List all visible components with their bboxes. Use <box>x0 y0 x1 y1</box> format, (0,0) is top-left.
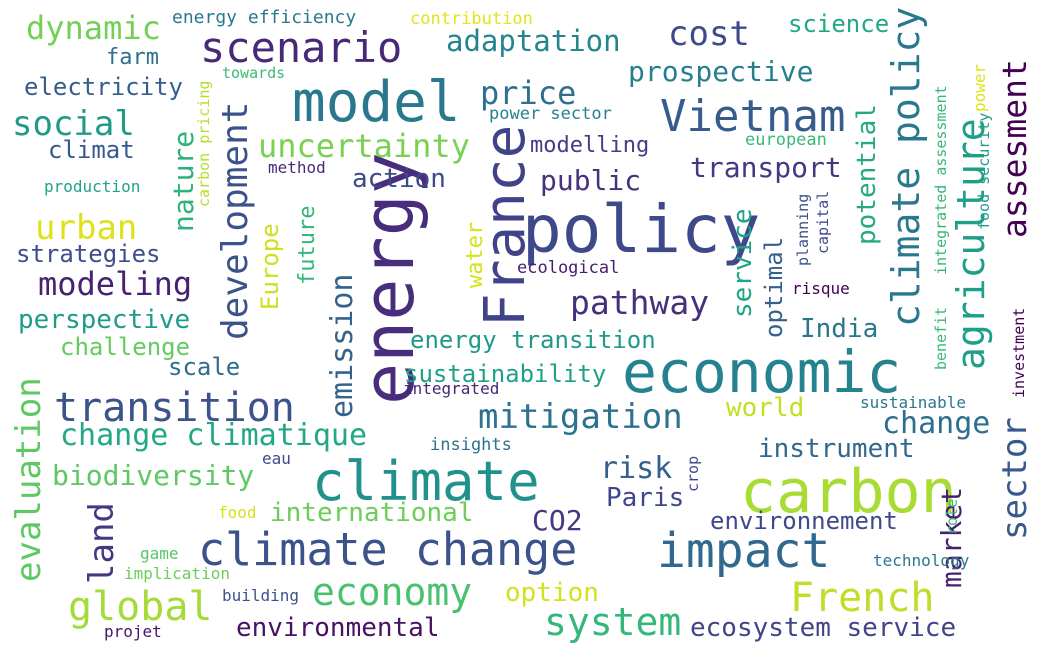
word-transport: transport <box>690 151 842 184</box>
word-development: development <box>215 101 256 340</box>
word-eau: eau <box>262 449 291 468</box>
word-energy-efficiency: energy efficiency <box>172 7 357 28</box>
word-benefit: benefit <box>932 306 950 370</box>
word-environmental: environmental <box>236 613 440 643</box>
word-projet: projet <box>104 622 162 641</box>
word-economy: economy <box>312 570 473 614</box>
word-challenge: challenge <box>60 333 191 361</box>
word-uncertainty: uncertainty <box>258 127 470 165</box>
word-planning: planning <box>794 193 812 266</box>
word-world: world <box>726 393 805 423</box>
word-french: French <box>790 575 935 621</box>
word-india: India <box>800 314 879 344</box>
word-assesment: assesment <box>995 59 1034 238</box>
word-sector: sector <box>995 417 1035 540</box>
word-vietnam: Vietnam <box>660 91 846 142</box>
word-production: production <box>44 177 141 196</box>
word-biodiversity: biodiversity <box>52 459 255 492</box>
word-impact: impact <box>657 523 831 579</box>
word-pathway: pathway <box>570 283 710 322</box>
word-building: building <box>222 586 300 605</box>
word-policy: policy <box>522 191 761 268</box>
word-farm: farm <box>106 45 159 70</box>
word-perspective: perspective <box>18 305 191 335</box>
word-paris: Paris <box>606 483 685 513</box>
word-change: change <box>882 406 991 441</box>
word-price: price <box>480 74 577 112</box>
word-emission: emission <box>325 273 360 419</box>
word-urban: urban <box>35 208 138 248</box>
word-potential: potential <box>852 104 882 245</box>
word-risque: risque <box>792 279 850 298</box>
word-role: role <box>943 498 961 535</box>
word-system: system <box>544 600 682 644</box>
word-science: science <box>788 10 890 38</box>
word-food-security: food security <box>975 112 993 230</box>
word-water: water <box>463 221 488 288</box>
word-economic: economic <box>622 338 902 406</box>
word-carbon: carbon <box>740 457 957 527</box>
word-climat: climat <box>48 136 135 164</box>
word-ecological: ecological <box>517 258 620 278</box>
word-cost: cost <box>668 14 750 54</box>
word-adaptation: adaptation <box>446 24 621 58</box>
word-land: land <box>82 502 122 584</box>
word-carbon-pricing: carbon pricing <box>195 80 213 207</box>
word-transition: transition <box>54 385 295 431</box>
word-change-climatique: change climatique <box>60 418 368 453</box>
word-public: public <box>540 164 642 197</box>
word-prospective: prospective <box>628 55 814 88</box>
word-crop: crop <box>684 455 702 492</box>
word-service: service <box>728 208 758 318</box>
word-climate-change: climate change <box>198 523 578 576</box>
word-sustainable: sustainable <box>860 393 966 412</box>
word-investment: investment <box>1010 307 1028 398</box>
word-future: future <box>295 205 320 285</box>
word-energy-transition: energy transition <box>410 326 656 354</box>
word-sustainability: sustainability <box>404 360 607 388</box>
word-electricity: electricity <box>24 73 183 101</box>
word-nature: nature <box>167 130 200 232</box>
word-risk: risk <box>600 451 673 486</box>
word-capital: capital <box>814 190 832 254</box>
word-power-sector: power sector <box>489 104 612 124</box>
word-action: action <box>352 164 446 194</box>
word-option: option <box>505 578 599 608</box>
word-power: power <box>970 63 989 112</box>
word-strategies: strategies <box>16 240 161 268</box>
word-scale: scale <box>168 353 241 381</box>
word-towards: towards <box>222 64 286 82</box>
word-food: food <box>218 503 257 522</box>
word-climate-policy: climate policy <box>884 6 928 327</box>
word-implication: implication <box>124 564 230 583</box>
word-ecosystem-service: ecosystem service <box>690 613 957 643</box>
word-europe: Europe <box>256 223 284 310</box>
word-environnement: environnement <box>710 507 898 535</box>
word-modeling: modeling <box>38 265 193 303</box>
word-social: social <box>12 104 135 144</box>
word-method: method <box>268 158 326 177</box>
word-technology: technology <box>873 551 970 570</box>
word-game: game <box>140 544 179 563</box>
word-insights: insights <box>430 435 512 455</box>
word-integrated: integrated <box>403 379 500 398</box>
word-scenario: scenario <box>200 23 403 72</box>
word-dynamic: dynamic <box>26 9 161 47</box>
word-optimal: optimal <box>760 236 788 338</box>
word-european: european <box>745 130 827 150</box>
word-integrated-assessment: integrated assessment <box>932 85 950 275</box>
word-contribution: contribution <box>410 9 533 29</box>
word-modelling: modelling <box>530 133 650 158</box>
word-model: model <box>292 70 461 135</box>
word-co2: CO2 <box>532 504 583 537</box>
word-mitigation: mitigation <box>478 397 683 437</box>
word-instrument: instrument <box>758 434 915 464</box>
word-evaluation: evaluation <box>9 377 49 582</box>
word-global: global <box>68 584 213 630</box>
word-climate: climate <box>312 450 540 513</box>
word-international: international <box>270 498 474 528</box>
